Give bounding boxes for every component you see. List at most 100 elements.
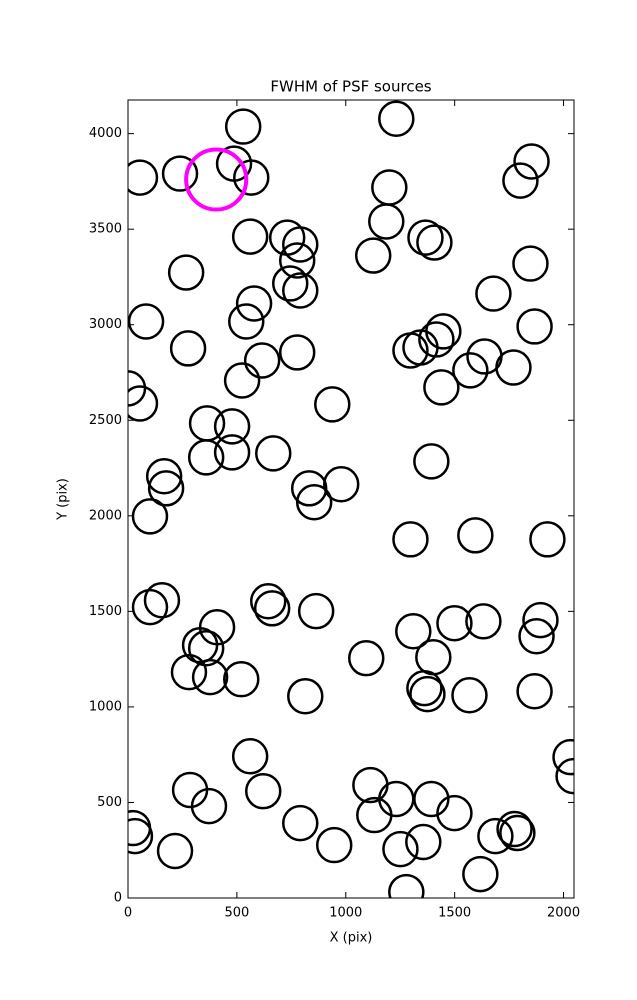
source-ring (187, 630, 225, 667)
source-ring (184, 147, 249, 212)
x-tick-label: 1000 (329, 906, 362, 921)
source-ring (502, 162, 539, 199)
x-tick-label: 1500 (438, 906, 471, 921)
source-ring (495, 349, 532, 386)
source-ring (465, 603, 502, 640)
x-tick-label: 0 (124, 906, 132, 921)
source-ring (295, 484, 333, 521)
source-ring (436, 794, 473, 832)
source-ring (513, 143, 550, 180)
y-tick-label: 2500 (89, 413, 122, 428)
source-ring (499, 814, 536, 852)
y-tick-label: 3500 (89, 222, 122, 237)
y-axis-label: Y (pix) (56, 478, 71, 521)
source-ring (452, 352, 489, 389)
source-ring (170, 653, 208, 691)
x-tick-label: 2000 (547, 906, 580, 921)
source-ring (348, 639, 385, 677)
y-tick-label: 2000 (89, 508, 122, 523)
source-ring (128, 817, 154, 855)
source-ring (156, 832, 194, 870)
source-ring (475, 275, 512, 312)
source-ring (228, 303, 265, 340)
source-ring (253, 590, 291, 627)
source-ring (382, 830, 419, 868)
x-tick-label: 500 (224, 906, 249, 921)
source-ring (290, 470, 328, 507)
source-ring (462, 855, 499, 893)
source-ring (516, 308, 553, 345)
source-ring (322, 466, 360, 503)
source-ring (529, 521, 566, 558)
source-ring (297, 592, 335, 630)
source-ring (233, 159, 270, 196)
source-ring (278, 334, 316, 371)
source-ring (282, 272, 319, 309)
source-ring (423, 369, 460, 406)
source-ring (518, 617, 555, 655)
source-ring (356, 796, 393, 834)
source-ring (368, 203, 405, 240)
source-ring (413, 780, 450, 818)
source-ring (522, 601, 559, 639)
plot-area (128, 100, 574, 898)
y-tick-label: 500 (97, 795, 122, 810)
source-ring (128, 303, 165, 340)
source-ring (496, 810, 533, 848)
y-tick-label: 3000 (89, 317, 122, 332)
source-ring (388, 873, 425, 898)
source-ring (145, 458, 183, 495)
source-ring (128, 385, 159, 422)
source-ring (282, 804, 319, 842)
source-ring (278, 242, 316, 279)
source-ring (223, 660, 260, 698)
source-ring (224, 108, 262, 145)
source-ring (395, 612, 432, 650)
source-ring (255, 435, 292, 472)
source-ring (167, 254, 205, 291)
source-ring (457, 517, 494, 554)
axes-frame (127, 99, 575, 899)
source-ring (392, 521, 429, 558)
source-ring (282, 226, 319, 263)
source-ring (416, 224, 453, 261)
source-ring (235, 285, 273, 322)
source-ring (477, 817, 514, 855)
y-tick-label: 1500 (89, 604, 122, 619)
source-ring (354, 237, 392, 274)
source-ring (245, 772, 282, 810)
source-ring (512, 245, 549, 282)
source-ring (405, 823, 442, 861)
source-ring (213, 408, 251, 445)
source-ring (516, 673, 553, 710)
y-tick-label: 0 (114, 891, 122, 906)
source-ring (552, 738, 574, 776)
source-ring (406, 669, 443, 707)
source-ring (272, 265, 309, 302)
source-ring (243, 342, 281, 379)
source-ring (131, 498, 169, 535)
source-ring (187, 439, 225, 476)
source-ring (250, 582, 287, 620)
source-ring (223, 362, 261, 399)
source-ring (287, 677, 324, 715)
source-ring (169, 330, 207, 367)
source-ring (231, 218, 269, 255)
source-ring (407, 219, 444, 256)
source-ring (190, 787, 228, 825)
source-ring (161, 155, 199, 192)
source-ring (378, 100, 415, 137)
source-ring (392, 332, 429, 369)
y-tick-label: 4000 (89, 126, 122, 141)
source-ring (436, 604, 473, 642)
source-ring (147, 470, 185, 507)
source-ring (315, 826, 353, 864)
source-ring (418, 321, 455, 358)
y-tick-label: 1000 (89, 699, 122, 714)
source-ring (191, 658, 229, 696)
source-ring (409, 675, 446, 713)
source-ring (413, 443, 450, 480)
source-ring (314, 386, 351, 423)
source-ring (131, 588, 169, 626)
